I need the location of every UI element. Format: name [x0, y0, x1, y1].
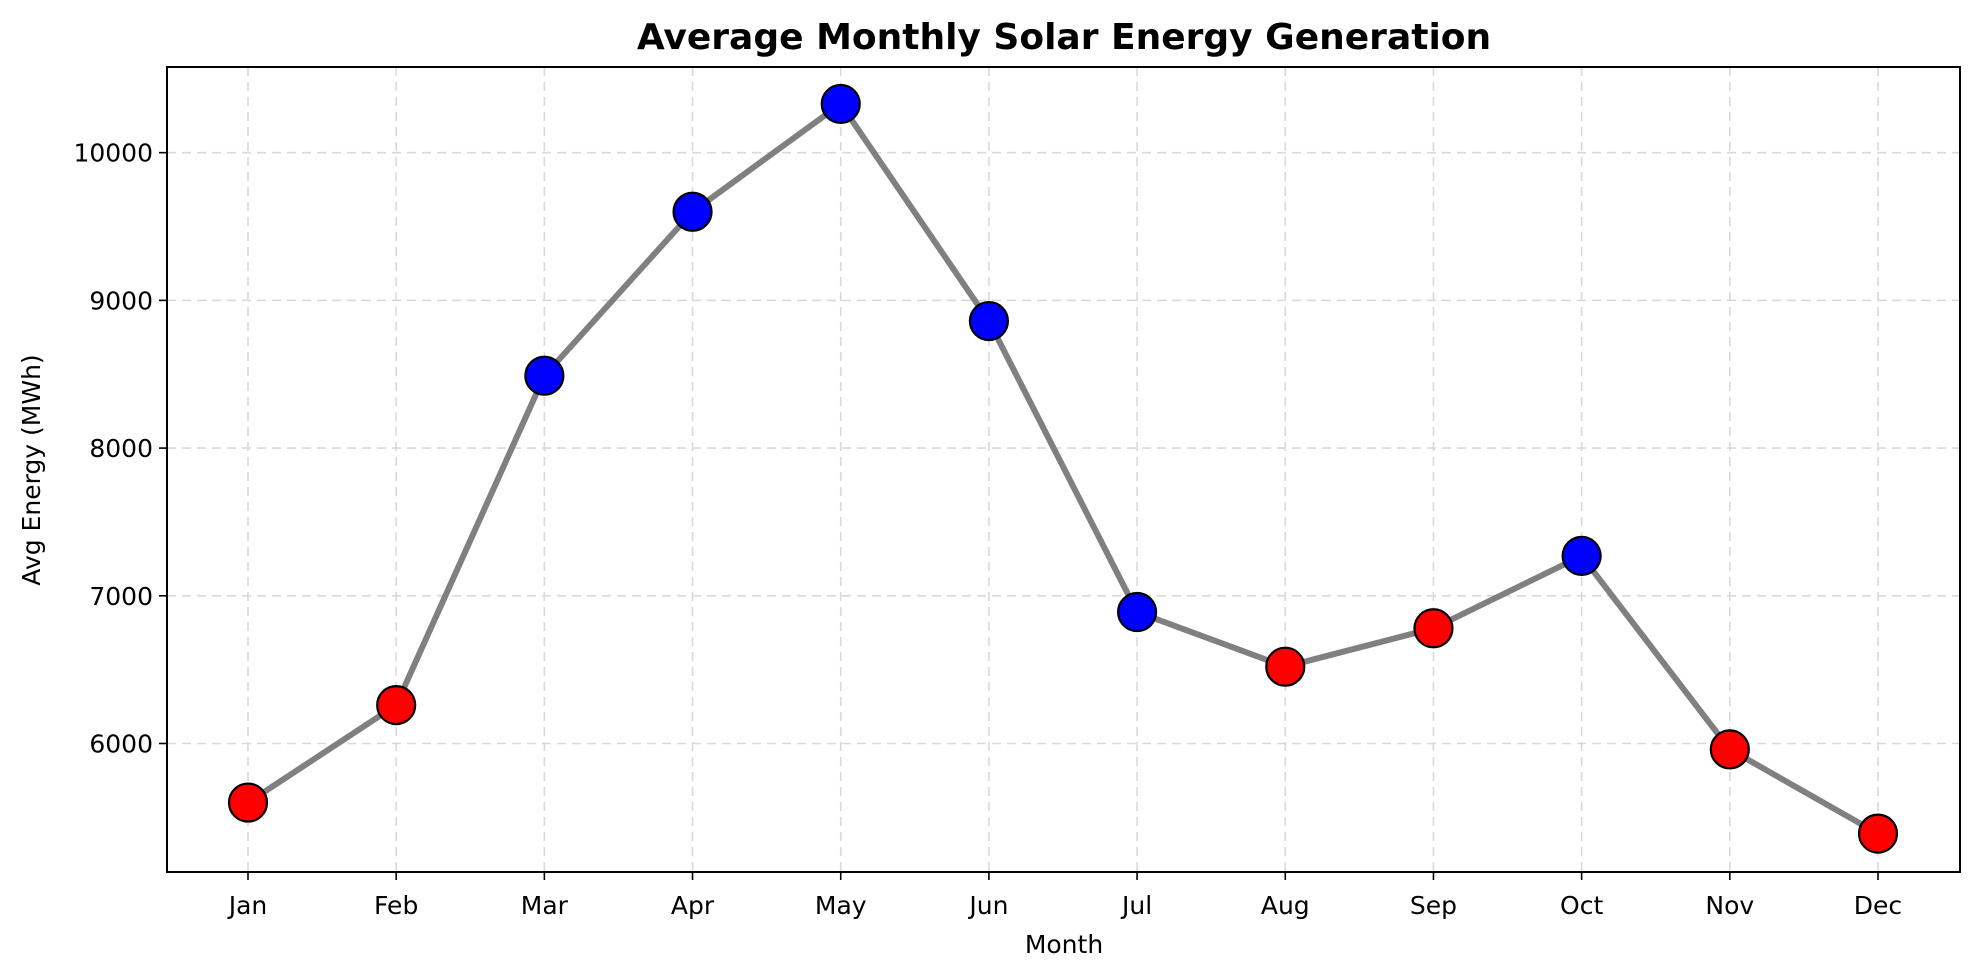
x-tick-label: Mar: [521, 891, 569, 920]
x-tick-label: Dec: [1854, 891, 1902, 920]
series-line: [245, 100, 1881, 837]
plot-area: [166, 66, 1961, 873]
data-point-sep: [1413, 608, 1454, 649]
chart-title: Average Monthly Solar Energy Generation: [637, 17, 1491, 58]
x-tick-label: Aug: [1261, 891, 1310, 920]
x-tick-label: Apr: [671, 891, 715, 920]
x-tick-label: Jun: [967, 891, 1008, 920]
y-tick-label: 9000: [89, 286, 153, 315]
data-point-dec: [1857, 813, 1899, 854]
data-point-jun: [968, 300, 1010, 342]
x-tick-label: Feb: [374, 891, 418, 920]
x-tick-label: Jan: [227, 891, 268, 920]
axis-ticks: Jan Feb Mar Apr May Jun Jul Aug Sep Oct Nov Dec 6000…: [73, 139, 1902, 920]
data-points: [227, 83, 1899, 854]
x-tick-label: Oct: [1560, 891, 1603, 920]
y-tick-label: 7000: [89, 582, 153, 611]
data-point-jul: [1116, 591, 1158, 633]
x-axis-label: Month: [1025, 930, 1103, 959]
x-tick-label: May: [815, 891, 867, 920]
y-tick-label: 8000: [89, 434, 153, 463]
data-point-jan: [227, 782, 269, 823]
y-tick-label: 10000: [73, 139, 153, 168]
data-point-aug: [1265, 646, 1306, 687]
data-point-feb: [376, 684, 417, 726]
data-point-oct: [1561, 535, 1602, 577]
x-tick-label: Sep: [1410, 891, 1457, 920]
x-tick-label: Nov: [1705, 891, 1754, 920]
data-point-mar: [524, 355, 565, 396]
data-point-apr: [672, 191, 713, 232]
data-point-nov: [1709, 729, 1750, 770]
series-line-layer: [245, 100, 1881, 837]
y-tick-label: 6000: [89, 729, 153, 758]
y-axis-label: Avg Energy (MWh): [17, 354, 46, 585]
data-point-may: [820, 83, 861, 125]
x-tick-label: Jul: [1120, 891, 1152, 920]
